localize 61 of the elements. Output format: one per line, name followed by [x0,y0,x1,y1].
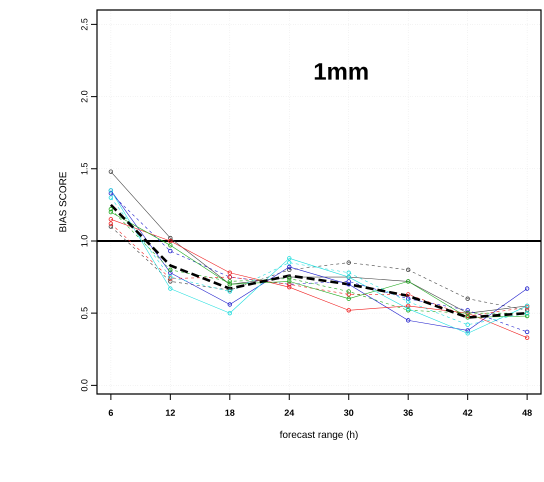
point [287,260,292,265]
y-tick-label: 2.5 [81,18,88,30]
point [228,270,232,275]
point [287,264,292,270]
point [524,308,530,312]
y-axis-title: BIAS SCORE [59,172,66,232]
point [406,304,410,308]
point [346,282,351,286]
point [465,331,470,336]
point [287,284,292,290]
point [287,256,292,260]
point [168,243,173,248]
point [346,289,351,294]
y-tick-label: 1.5 [81,162,88,174]
point [406,296,410,301]
point [228,279,232,284]
point [406,299,410,304]
point [406,292,410,297]
x-tick-label: 12 [166,410,175,416]
point [346,308,351,312]
point [168,279,173,284]
point [465,308,470,312]
x-tick-label: 18 [225,410,235,416]
point [168,268,173,272]
point [108,191,114,196]
point [108,207,114,212]
y-tick-label: 0.5 [81,307,88,320]
y-tick-label: 1.0 [81,235,88,247]
y-tick-label: 0.0 [81,379,88,392]
point [108,221,114,226]
x-tick-label: 48 [522,410,532,416]
point [524,330,530,334]
x-tick-label: 42 [462,410,472,416]
x-axis-title: forecast range (h) [280,430,358,440]
point [287,279,292,284]
point [228,302,232,307]
point [346,260,351,265]
point [346,292,351,297]
point [465,328,470,333]
point [346,270,351,275]
point [168,270,173,275]
point [108,195,114,200]
x-tick-label: 30 [344,410,354,416]
point [406,268,410,272]
point [168,286,173,291]
point [108,224,114,229]
point [465,296,470,301]
point [168,236,173,240]
annotation: 1mm [314,63,368,80]
x-tick-label: 36 [403,410,413,416]
point [346,296,351,301]
y-tick-label: 2.0 [81,90,88,102]
x-tick-label: 6 [108,410,114,416]
x-tick-label: 24 [284,410,294,416]
point [228,310,232,316]
point [287,268,292,272]
point [168,238,173,244]
point [465,322,470,327]
point [406,318,410,323]
point [168,248,173,254]
point [346,279,351,284]
